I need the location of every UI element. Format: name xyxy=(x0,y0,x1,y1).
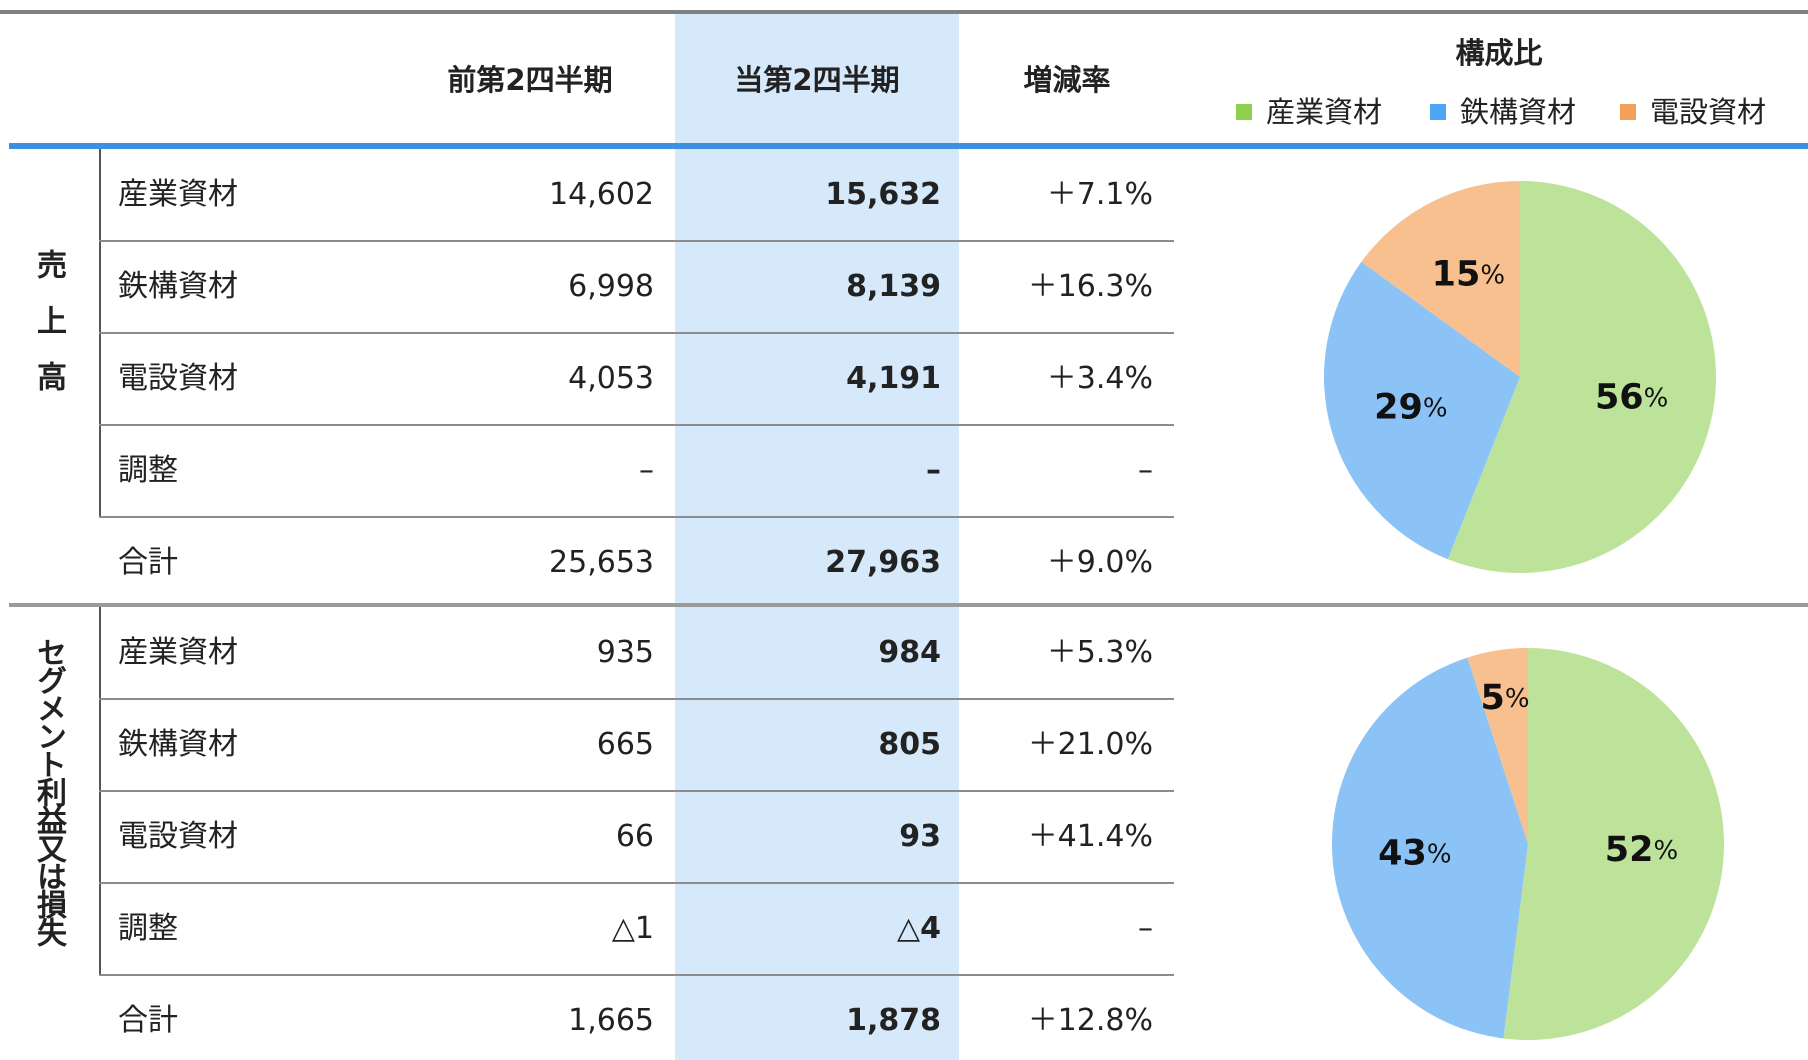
row-separator xyxy=(99,974,1174,976)
slice-label: 56% xyxy=(1595,377,1668,417)
slice-value: 56 xyxy=(1595,377,1644,417)
row-name: 産業資材 xyxy=(118,635,238,670)
change-rate: – xyxy=(1138,453,1153,488)
current-value: 8,139 xyxy=(846,269,941,304)
section-divider xyxy=(9,603,1808,607)
slice-label: 43% xyxy=(1378,834,1451,874)
legend-item: 鉄構資材 xyxy=(1430,95,1576,129)
slice-value: 15 xyxy=(1432,255,1481,295)
row-name: 合計 xyxy=(118,1003,178,1038)
slice-label: 5% xyxy=(1480,678,1529,718)
previous-value: 66 xyxy=(615,819,654,854)
current-value: 805 xyxy=(878,727,941,762)
pie-slice xyxy=(1332,657,1528,1039)
slice-unit: % xyxy=(1653,836,1678,866)
slice-value: 29 xyxy=(1374,388,1423,428)
row-name: 鉄構資材 xyxy=(118,727,238,762)
current-value: – xyxy=(926,453,941,488)
slice-unit: % xyxy=(1480,260,1505,290)
change-rate: ＋3.4% xyxy=(1046,361,1153,396)
current-value: 1,878 xyxy=(846,1003,941,1038)
row-separator xyxy=(99,240,1174,242)
previous-value: △1 xyxy=(611,911,654,946)
current-value: 984 xyxy=(878,635,941,670)
slice-unit: % xyxy=(1644,383,1669,413)
top-rule xyxy=(0,10,1808,14)
pie-slice xyxy=(1503,648,1725,1040)
row-separator xyxy=(99,790,1174,792)
slice-value: 5 xyxy=(1480,678,1504,718)
current-value: 15,632 xyxy=(825,177,941,212)
legend-label: 電設資材 xyxy=(1650,95,1767,129)
slice-unit: % xyxy=(1427,839,1452,869)
row-name: 合計 xyxy=(118,545,178,580)
change-rate: ＋21.0% xyxy=(1027,727,1153,762)
row-separator xyxy=(99,332,1174,334)
row-name: 産業資材 xyxy=(118,177,238,212)
legend-label: 鉄構資材 xyxy=(1460,95,1577,129)
slice-label: 15% xyxy=(1432,255,1505,295)
current-value: 4,191 xyxy=(846,361,941,396)
previous-value: 25,653 xyxy=(549,545,654,580)
column-header: 前第2四半期 xyxy=(447,63,613,97)
row-name: 調整 xyxy=(118,453,178,488)
pie-slice xyxy=(1323,261,1520,560)
row-name: 調整 xyxy=(118,911,178,946)
pie-slice xyxy=(1467,648,1528,844)
previous-value: – xyxy=(639,453,654,488)
pie-slice xyxy=(1361,181,1520,377)
slice-label: 29% xyxy=(1374,388,1447,428)
legend-swatch xyxy=(1236,104,1252,120)
change-rate: ＋41.4% xyxy=(1027,819,1153,854)
previous-value: 665 xyxy=(596,727,654,762)
legend-label: 産業資材 xyxy=(1266,95,1383,129)
legend-swatch xyxy=(1430,104,1446,120)
previous-value: 6,998 xyxy=(568,269,654,304)
row-name: 電設資材 xyxy=(118,361,238,396)
row-name: 鉄構資材 xyxy=(118,269,238,304)
previous-value: 935 xyxy=(596,635,654,670)
row-separator xyxy=(99,516,1174,518)
change-rate: – xyxy=(1138,911,1153,946)
pie-chart: 56%29%15% xyxy=(1323,181,1716,573)
section-label: 売上高 xyxy=(31,249,66,417)
change-rate: ＋9.0% xyxy=(1046,545,1153,580)
current-value: △4 xyxy=(897,911,941,946)
legend-item: 電設資材 xyxy=(1620,95,1766,129)
column-header: 当第2四半期 xyxy=(734,63,900,97)
current-value: 93 xyxy=(899,819,941,854)
section-label: セグメント利益又は損失 xyxy=(31,637,66,945)
pie-slice xyxy=(1447,181,1716,573)
previous-value: 4,053 xyxy=(568,361,654,396)
pie-chart: 52%43%5% xyxy=(1332,648,1725,1040)
change-rate: ＋7.1% xyxy=(1046,177,1153,212)
slice-label: 52% xyxy=(1605,830,1678,870)
legend-swatch xyxy=(1620,104,1636,120)
column-header: 増減率 xyxy=(1023,63,1111,97)
change-rate: ＋16.3% xyxy=(1027,269,1153,304)
row-name: 電設資材 xyxy=(118,819,238,854)
change-rate: ＋5.3% xyxy=(1046,635,1153,670)
current-period-band xyxy=(675,12,959,1060)
legend-item: 産業資材 xyxy=(1236,95,1382,129)
row-separator xyxy=(99,424,1174,426)
row-separator xyxy=(99,698,1174,700)
previous-value: 14,602 xyxy=(549,177,654,212)
slice-value: 43 xyxy=(1378,834,1427,874)
current-value: 27,963 xyxy=(825,545,941,580)
slice-unit: % xyxy=(1423,393,1448,423)
slice-value: 52 xyxy=(1605,830,1654,870)
header-rule xyxy=(9,143,1808,149)
row-separator xyxy=(99,882,1174,884)
previous-value: 1,665 xyxy=(568,1003,654,1038)
change-rate: ＋12.8% xyxy=(1027,1003,1153,1038)
slice-unit: % xyxy=(1505,683,1530,713)
composition-title: 構成比 xyxy=(1455,36,1543,70)
